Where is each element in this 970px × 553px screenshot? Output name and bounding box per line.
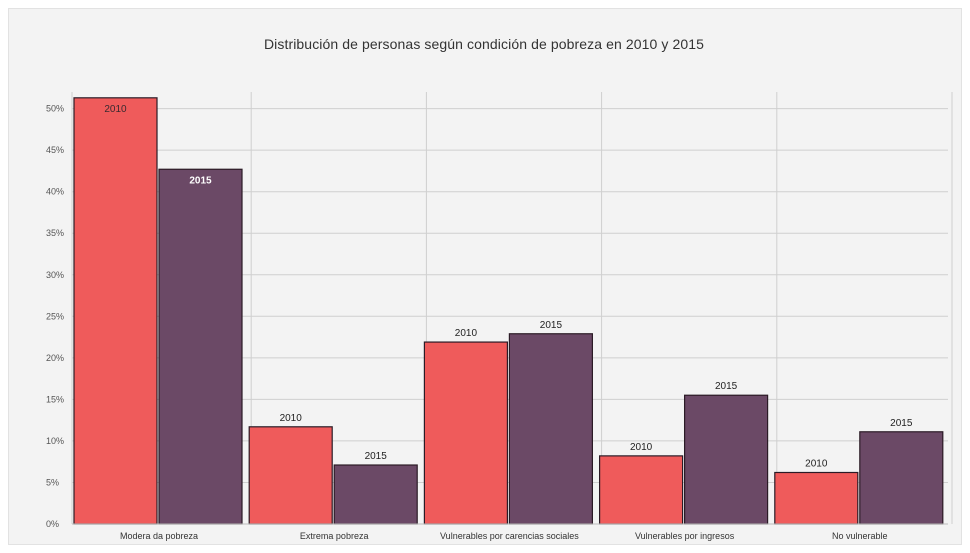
y-tick-label: 25% <box>46 311 64 321</box>
bar-2010-2 <box>248 426 333 525</box>
y-tick-label: 10% <box>46 436 64 446</box>
category-label: Modera da pobreza <box>120 531 198 541</box>
y-tick-label: 5% <box>46 477 59 487</box>
category-label: Extrema pobreza <box>300 531 369 541</box>
data-label-2015: 2015 <box>365 451 388 462</box>
y-tick-label: 30% <box>46 270 64 280</box>
y-tick-label: 35% <box>46 228 64 238</box>
bar-2010-4 <box>598 455 684 525</box>
y-tick-label: 0% <box>46 519 59 529</box>
data-label-2015: 2015 <box>890 418 913 429</box>
y-tick-label: 45% <box>46 145 64 155</box>
bar-2015-1 <box>158 168 243 525</box>
data-label-2010: 2010 <box>104 104 127 115</box>
data-label-2015: 2015 <box>189 175 212 186</box>
category-label: Vulnerables por ingresos <box>635 531 735 541</box>
data-label-2010: 2010 <box>455 328 478 339</box>
category-label: No vulnerable <box>832 531 888 541</box>
data-label-2010: 2010 <box>630 442 653 453</box>
y-tick-label: 50% <box>46 104 64 114</box>
data-label-2010: 2010 <box>280 413 303 424</box>
data-label-2015: 2015 <box>540 320 563 331</box>
chart-title: Distribución de personas según condición… <box>263 36 705 52</box>
data-label-2010: 2010 <box>805 458 828 469</box>
bar-2010-1 <box>73 97 158 525</box>
bar-2010-5 <box>774 471 859 525</box>
bar-2015-5 <box>859 431 944 525</box>
y-tick-label: 40% <box>46 187 64 197</box>
bar-2015-2 <box>333 464 418 525</box>
bar-2015-4 <box>683 394 769 525</box>
data-label-2015: 2015 <box>715 381 738 392</box>
bar-2015-3 <box>508 333 593 525</box>
bar-2010-3 <box>423 341 508 525</box>
y-tick-label: 20% <box>46 353 64 363</box>
y-tick-label: 15% <box>46 394 64 404</box>
category-label: Vulnerables por carencias sociales <box>440 531 579 541</box>
